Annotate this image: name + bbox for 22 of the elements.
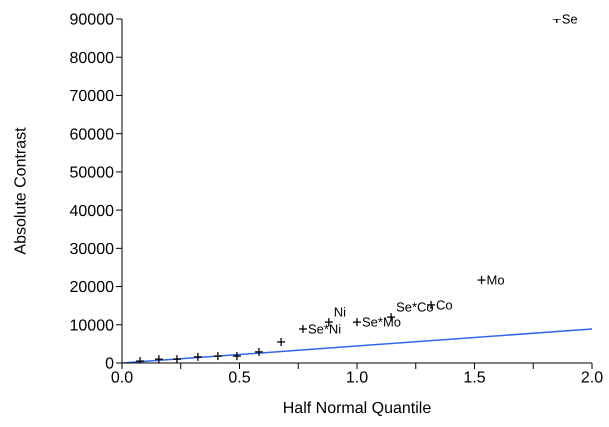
y-axis-title: Absolute Contrast: [12, 126, 30, 255]
y-tick-label: 40000: [70, 202, 114, 220]
y-tick-label: 90000: [70, 12, 114, 29]
x-axis-title: Half Normal Quantile: [282, 400, 432, 417]
annotation: Se*Co: [396, 300, 434, 315]
annotation: Mo: [486, 272, 505, 288]
x-tick-label: 1.5: [463, 369, 486, 386]
y-tick-label: 80000: [70, 50, 114, 67]
x-tick-label: 1.0: [346, 369, 368, 386]
y-tick-label: 50000: [70, 164, 114, 182]
y-tick-label: 20000: [70, 279, 114, 296]
annotation: Se*Ni: [308, 322, 342, 337]
y-tick-label: 60000: [70, 126, 114, 144]
y-tick-label: 30000: [70, 241, 114, 258]
annotation: Ni: [334, 304, 346, 320]
y-tick-label: 10000: [70, 317, 114, 334]
y-tick-label: 70000: [70, 88, 114, 106]
annotation: Se*Mo: [362, 314, 402, 330]
x-tick-label: 0.5: [228, 369, 251, 386]
annotation: Co: [436, 297, 453, 312]
x-tick-label: 2.0: [580, 369, 604, 386]
annotation: Se: [562, 12, 578, 27]
